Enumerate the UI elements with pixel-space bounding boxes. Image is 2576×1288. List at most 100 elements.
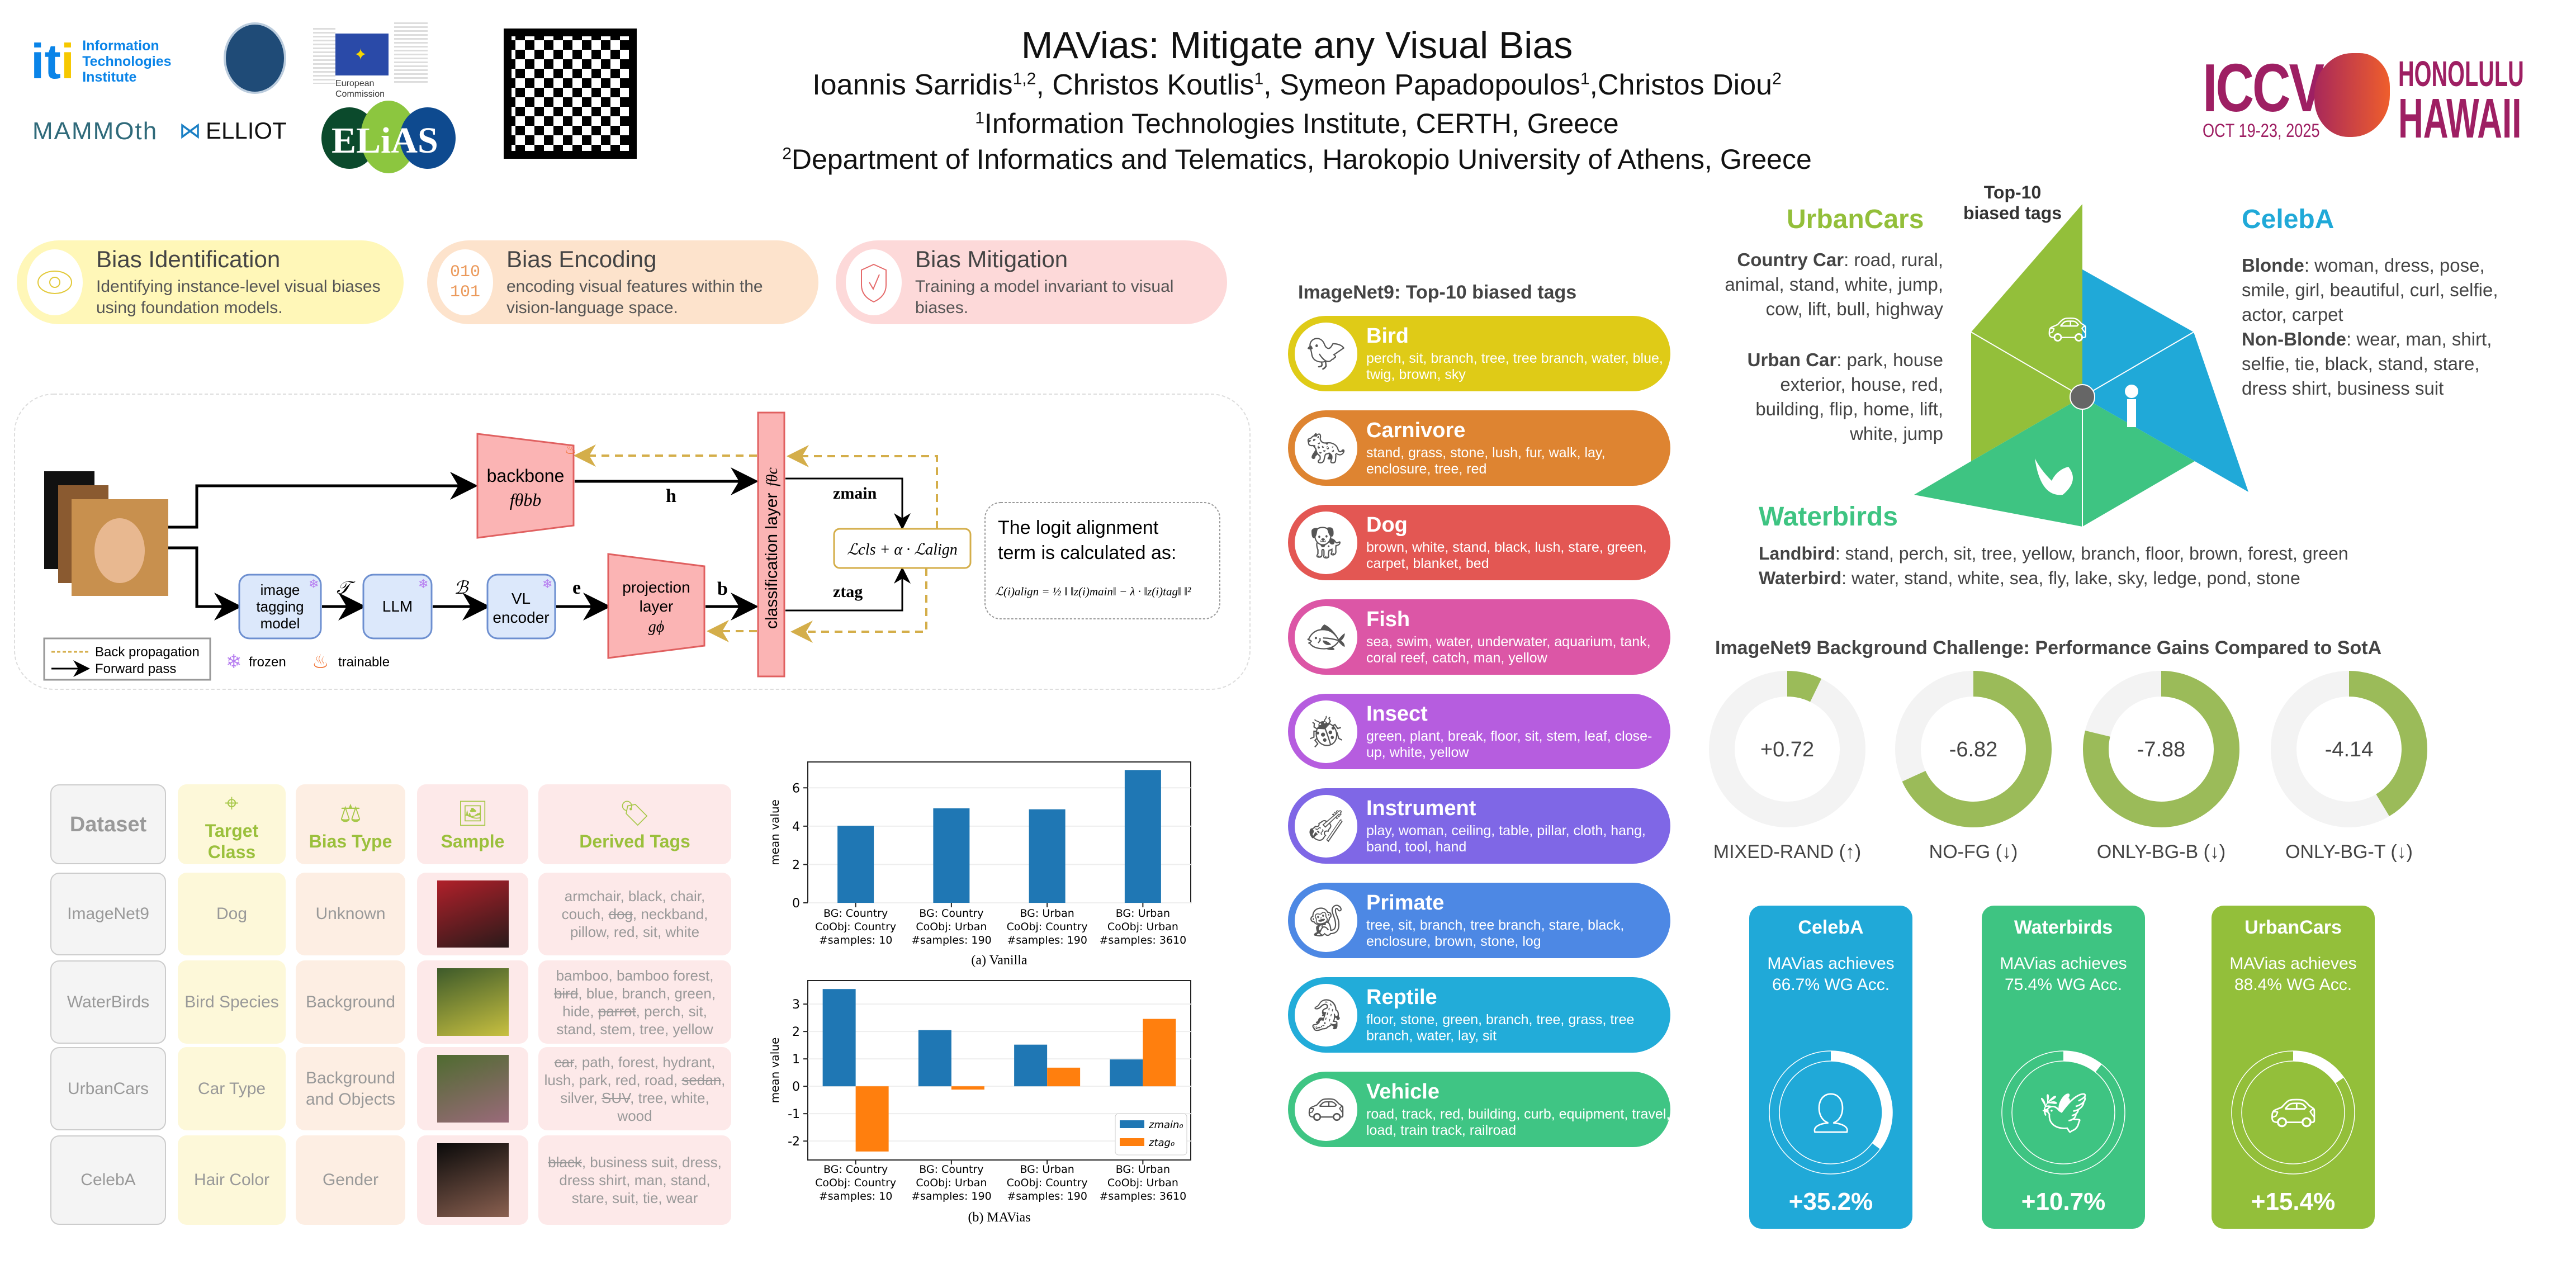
iccv-logo: ICCV OCT 19-23, 2025 HONOLULU HAWAII bbox=[2203, 50, 2524, 150]
tag: black bbox=[628, 888, 662, 905]
person-icon bbox=[2125, 385, 2138, 398]
top10-title: Top-10 biased tags bbox=[1963, 182, 2062, 223]
donut-fill bbox=[2083, 671, 2239, 827]
class-name: Bird bbox=[1366, 324, 1409, 348]
donut-value: +0.72 bbox=[1760, 738, 1814, 761]
logo-european-commission: ✦ European Commission bbox=[307, 11, 436, 109]
table-cell-sample bbox=[417, 1047, 528, 1130]
qr-code[interactable] bbox=[495, 20, 646, 168]
diagram-legend bbox=[43, 637, 211, 681]
tag: road bbox=[644, 1071, 674, 1088]
result-desc: MAVias achieves bbox=[2000, 954, 2127, 973]
svg-text:ℒ(i)align = ½ ‖ ‖z(i)main‖ − λ: ℒ(i)align = ½ ‖ ‖z(i)main‖ − λ · ‖z(i)ta… bbox=[995, 585, 1191, 598]
class-name: Vehicle bbox=[1366, 1080, 1439, 1104]
tag: hydrant bbox=[662, 1053, 712, 1071]
tag: tree bbox=[638, 1089, 664, 1106]
svg-text:Forward pass: Forward pass bbox=[95, 661, 176, 676]
class-name: Primate bbox=[1366, 891, 1445, 915]
class-name: Insect bbox=[1366, 702, 1428, 726]
class-tags-carnivore: 🐆︎ Carnivore stand, grass, stone, lush, f… bbox=[1288, 410, 1670, 486]
logo-elliot: ⋈ ELLIOT bbox=[179, 117, 287, 144]
svg-text:frozen: frozen bbox=[249, 655, 286, 670]
table-cell-bias: Gender bbox=[296, 1135, 405, 1225]
result-gain: +15.4% bbox=[2251, 1188, 2336, 1215]
tag: forest bbox=[618, 1053, 655, 1071]
gain-ring: 🚗︎ bbox=[2231, 1050, 2355, 1175]
tag: dress shirt bbox=[559, 1172, 627, 1188]
result-accuracy: 75.4% WG Acc. bbox=[2004, 976, 2123, 994]
class-tags: floor, stone, green, branch, tree, grass… bbox=[1366, 1012, 1635, 1044]
gain-ring-fill bbox=[2063, 1051, 2102, 1073]
author-name: Ioannis Sarridis bbox=[812, 69, 1013, 101]
donut-label: ONLY-BG-T (↓) bbox=[2285, 841, 2413, 863]
iti-text: Information Technologies Institute bbox=[82, 38, 172, 85]
urbancars-country-tags: Country Car: road, rural, animal, stand,… bbox=[1725, 249, 1943, 319]
donut-fill bbox=[2348, 671, 2427, 817]
tag: pillow bbox=[570, 924, 606, 940]
table-cell-dataset: ImageNet9 bbox=[50, 873, 166, 955]
table-cell-target: Car Type bbox=[178, 1047, 286, 1130]
svg-text:encoder: encoder bbox=[493, 609, 549, 626]
tag: dress bbox=[682, 1154, 718, 1171]
struck-tag: parrot bbox=[598, 1002, 636, 1020]
tag: hide bbox=[562, 1002, 590, 1020]
cell-text: Background and Objects bbox=[305, 1068, 396, 1109]
donut-only-bg-b: -7.88 bbox=[2083, 671, 2239, 827]
result-accuracy: 66.7% WG Acc. bbox=[1772, 976, 1890, 994]
elliot-wave-icon: ⋈ bbox=[179, 119, 201, 143]
donut-fill bbox=[1787, 671, 1822, 702]
target-icon: ⌖ bbox=[225, 789, 239, 817]
tag: green bbox=[674, 984, 712, 1002]
logo-elias: ELiAS bbox=[321, 101, 456, 173]
shield-check-icon bbox=[846, 249, 902, 315]
vl-encoder-block bbox=[486, 574, 556, 640]
imagenet9-title: ImageNet9: Top-10 biased tags bbox=[1298, 282, 1577, 303]
tag-icon: 🏷︎ bbox=[619, 799, 651, 827]
snowflake-icon: ❄ bbox=[226, 651, 242, 673]
class-name: Dog bbox=[1366, 513, 1408, 537]
tag: white bbox=[671, 1089, 705, 1106]
step-bias-identification: Bias Identification Identifying instance-… bbox=[17, 240, 404, 324]
vehicle-icon: 🚗︎ bbox=[1295, 1078, 1357, 1141]
class-tags-dog: 🐕︎ Dog brown, white, stand, black, lush, … bbox=[1288, 505, 1670, 580]
cell-text: Hair Color bbox=[193, 1171, 270, 1189]
gain-ring: 🕊︎ bbox=[2001, 1050, 2125, 1175]
cell-text: ImageNet9 bbox=[67, 905, 149, 923]
backbone-block bbox=[476, 433, 575, 539]
svg-text:zmain: zmain bbox=[833, 484, 877, 503]
bird-icon: 🐦︎ bbox=[1295, 322, 1357, 385]
class-tags: tree, sit, branch, tree branch, stare, b… bbox=[1366, 917, 1625, 949]
eu-text: European Commission bbox=[335, 79, 385, 99]
struck-tag: SUV bbox=[601, 1089, 631, 1106]
tag: suit bbox=[612, 1190, 635, 1206]
tag: wood bbox=[617, 1107, 652, 1124]
snowflake-icon: ❄ ❄ ❄ bbox=[309, 577, 552, 591]
tag: wear bbox=[666, 1190, 698, 1206]
class-name: Instrument bbox=[1366, 797, 1476, 820]
struck-tag: bird bbox=[553, 984, 579, 1002]
result-card-urbancars: UrbanCars MAVias achieves 88.4% WG Acc. 🚗… bbox=[2212, 906, 2375, 1229]
donut-label: NO-FG (↓) bbox=[1929, 841, 2018, 863]
step-bias-encoding: 010 101 Bias Encoding encoding visual fea… bbox=[427, 240, 818, 324]
tag: blue bbox=[586, 984, 614, 1002]
tag: sit bbox=[642, 924, 657, 940]
sample-image bbox=[437, 1143, 509, 1217]
class-tags-primate: 🐒︎ Primate tree, sit, branch, tree branch… bbox=[1288, 883, 1670, 958]
author-affiliation-sup: 1 bbox=[1254, 69, 1264, 88]
affiliation-1: 1Information Technologies Institute, CER… bbox=[975, 108, 1619, 139]
tag: bamboo forest bbox=[616, 967, 710, 984]
authors: Ioannis Sarridis1,2, Christos Koutlis1, … bbox=[727, 68, 1867, 102]
flame-icon: ♨ bbox=[312, 651, 329, 673]
donut-mixed-rand: +0.72 bbox=[1709, 671, 1865, 827]
donut-label: ONLY-BG-B (↓) bbox=[2096, 841, 2226, 863]
tag: stand bbox=[670, 1172, 707, 1188]
balance-scale-icon: ⚖ bbox=[339, 799, 362, 827]
tag: tree bbox=[640, 1020, 665, 1038]
author-name: Christos Diou bbox=[1597, 69, 1773, 101]
header-label: Sample bbox=[441, 831, 505, 851]
class-tags-insect: 🐞︎ Insect green, plant, break, floor, sit… bbox=[1288, 694, 1670, 769]
class-tags-fish: 🐟︎ Fish sea, swim, water, underwater, aqu… bbox=[1288, 599, 1670, 675]
class-name: Reptile bbox=[1366, 986, 1437, 1009]
tag: perch bbox=[644, 1002, 681, 1020]
logo-harokopio-seal bbox=[224, 22, 286, 94]
